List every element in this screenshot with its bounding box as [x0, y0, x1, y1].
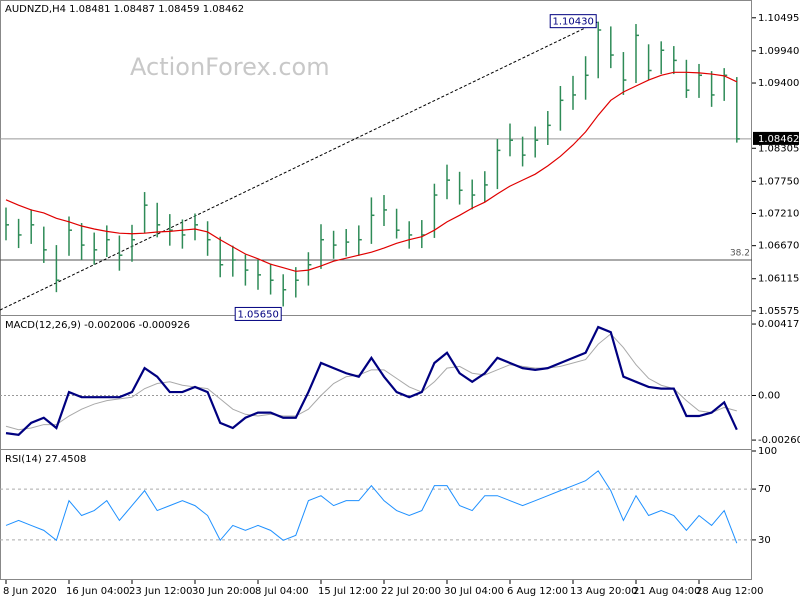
x-tick-label: 16 Jun 04:00: [66, 586, 130, 597]
x-tick-label: 23 Jun 12:00: [129, 586, 193, 597]
y-tick-label: 0.004177: [758, 319, 800, 330]
high-label-box: [549, 14, 597, 29]
y-tick-label: -0.002607: [758, 435, 800, 446]
moving-average: [5, 71, 738, 272]
fib-level-label: 38.2: [730, 248, 750, 258]
signal-line: [5, 333, 737, 431]
price-title: AUDNZD,H4 1.08481 1.08487 1.08459 1.0846…: [5, 4, 244, 15]
y-tick-label: 1.08305: [758, 143, 799, 154]
y-tick-label: 1.10495: [758, 13, 799, 24]
macd-line: [5, 325, 738, 436]
y-tick-label: 70: [758, 484, 771, 495]
y-tick-label: 0.00: [758, 390, 780, 401]
high-label: 1.10430: [553, 17, 594, 28]
x-tick-label: 30 Jun 20:00: [192, 586, 256, 597]
x-tick-label: 15 Jul 12:00: [318, 586, 378, 597]
y-tick-label: 30: [758, 535, 771, 546]
y-tick-label: 1.06115: [758, 274, 799, 285]
last-price-box: [753, 131, 799, 145]
y-tick-label: 1.06670: [758, 241, 799, 252]
x-tick-label: 8 Jun 2020: [3, 586, 57, 597]
plot-frame: [0, 0, 752, 580]
y-tick-label: 1.07210: [758, 209, 799, 220]
y-tick-label: 1.09400: [758, 78, 799, 89]
y-tick-label: 100: [758, 446, 777, 457]
rsi-title: RSI(14) 27.4508: [5, 454, 86, 465]
x-tick-label: 8 Jul 04:00: [255, 586, 309, 597]
y-tick-label: 1.07750: [758, 176, 799, 187]
x-tick-label: 30 Jul 04:00: [444, 586, 504, 597]
x-tick-label: 22 Jul 20:00: [381, 586, 441, 597]
last-price-label: 1.08462: [758, 134, 799, 145]
macd-title: MACD(12,26,9) -0.002006 -0.000926: [5, 320, 190, 331]
x-tick-label: 13 Aug 20:00: [570, 586, 637, 597]
trendline: [0, 21, 599, 311]
watermark: ActionForex.com: [130, 53, 330, 81]
rsi-line: [5, 470, 738, 544]
x-tick-label: 21 Aug 04:00: [633, 586, 700, 597]
y-tick-label: 1.09940: [758, 46, 799, 57]
x-tick-label: 6 Aug 12:00: [507, 586, 568, 597]
low-label-box: [234, 306, 282, 321]
low-label: 1.05650: [238, 309, 279, 320]
x-tick-label: 28 Aug 12:00: [696, 586, 763, 597]
y-tick-label: 1.05575: [758, 306, 799, 317]
